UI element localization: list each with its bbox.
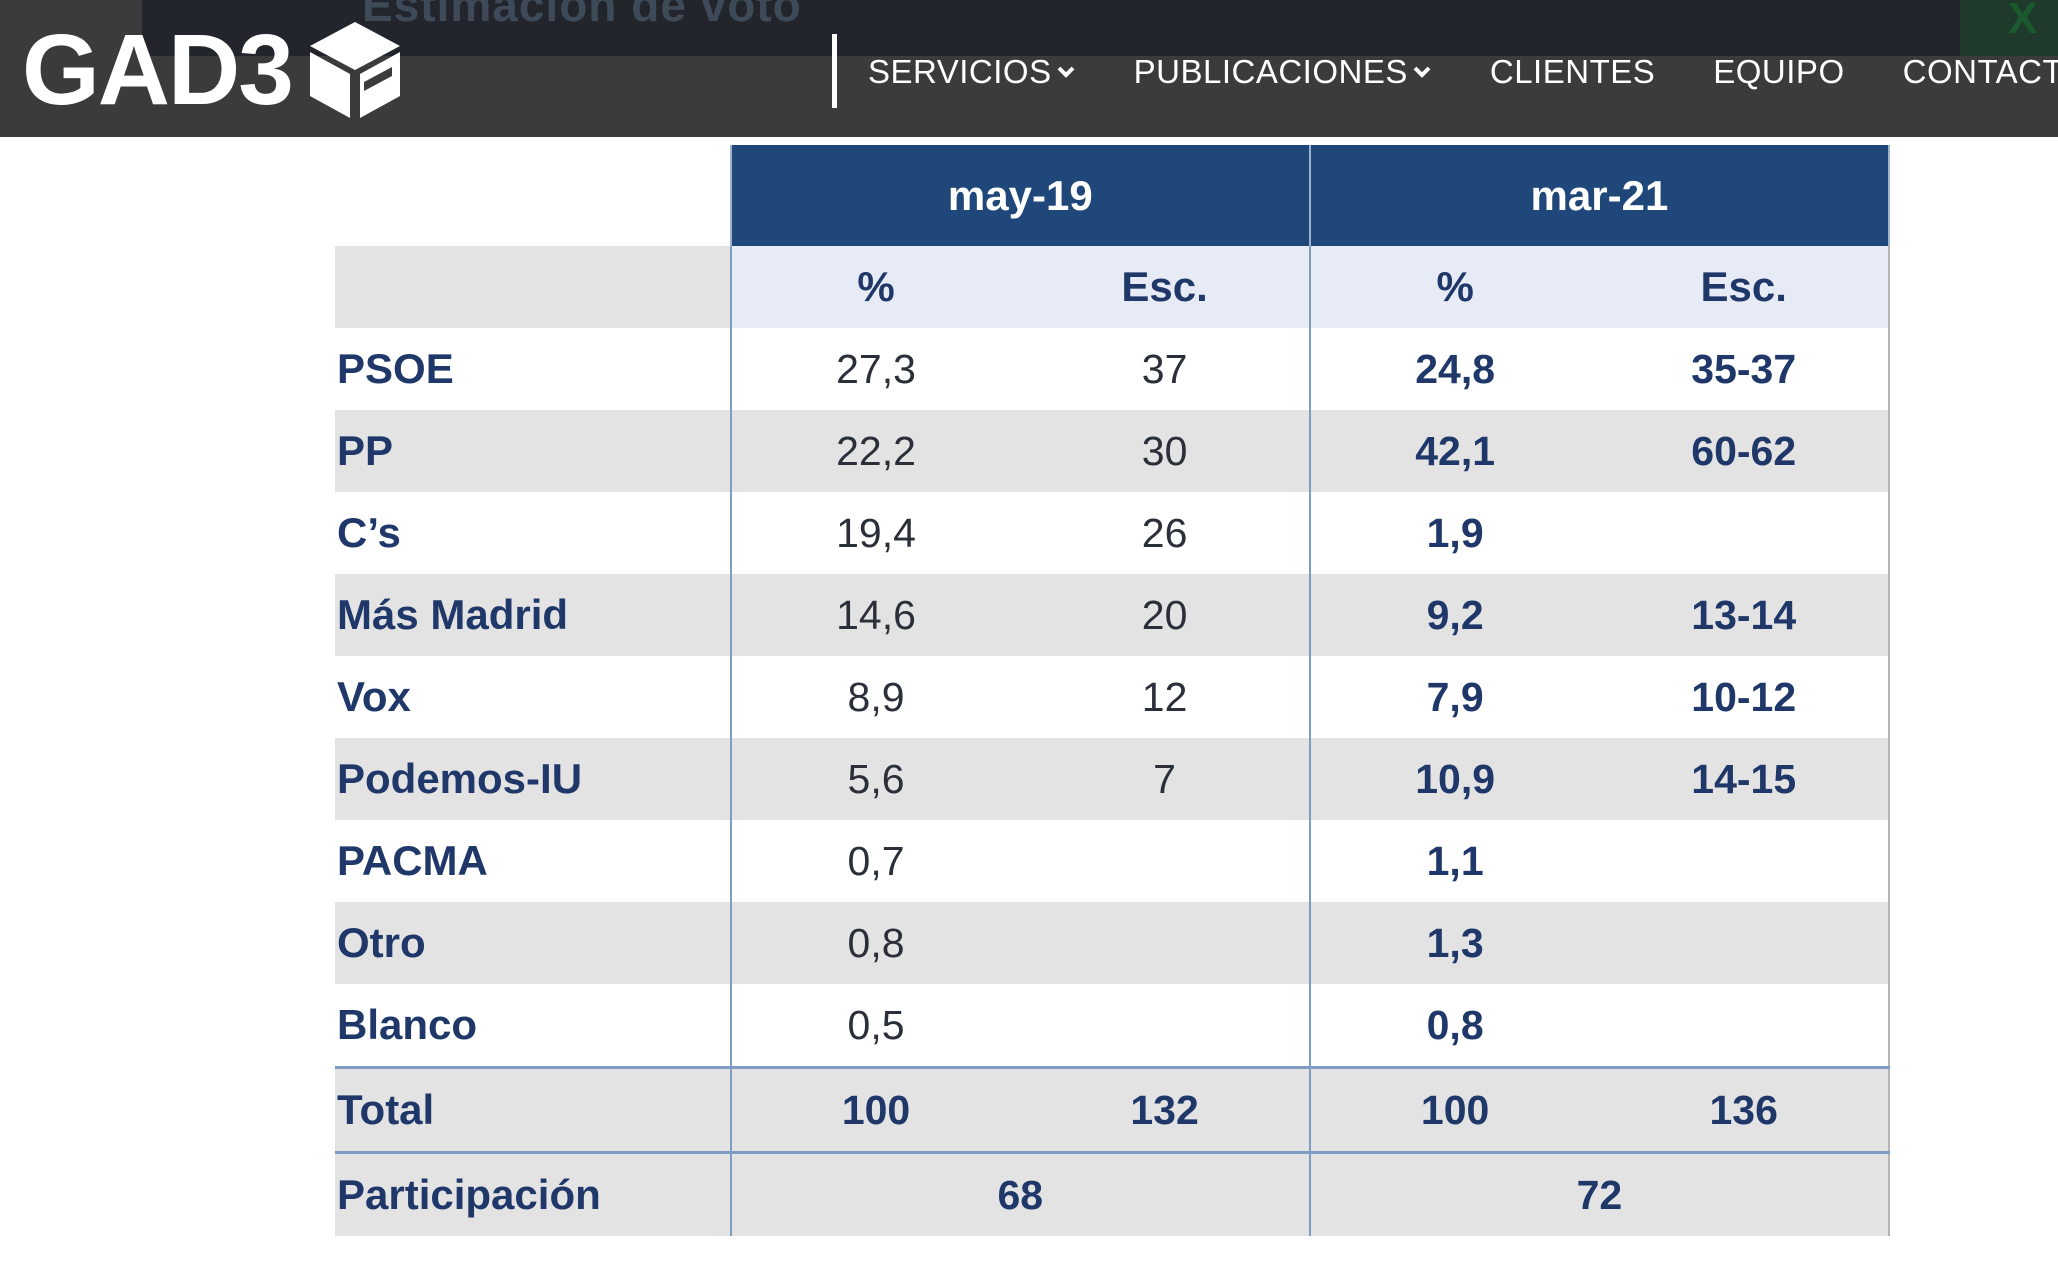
may-seats-cell: 37: [1020, 328, 1310, 410]
may-pct-cell: 0,5: [729, 984, 1021, 1068]
banner-corner-text: X: [2008, 0, 2038, 43]
nav-item-publicaciones[interactable]: PUBLICACIONES: [1134, 53, 1432, 91]
mar-pct-cell: 1,1: [1308, 820, 1600, 902]
table-row: C’s 19,4 26 1,9: [335, 492, 1890, 574]
party-name: Podemos-IU: [335, 738, 731, 820]
nav-item-label: SERVICIOS: [868, 53, 1052, 90]
vote-estimate-table: may-19 mar-21 % Esc. % Esc. PSOE 27,3 37…: [335, 145, 1891, 1236]
participation-row: Participación 68 72: [335, 1151, 1891, 1236]
mar-seats-cell: 14-15: [1599, 738, 1890, 820]
may-pct-cell: 27,3: [729, 328, 1021, 410]
chevron-down-icon: [1413, 66, 1431, 78]
background-banner: Estimación de voto: [142, 0, 1972, 56]
may-seats-cell: [1020, 902, 1310, 984]
may-seats-cell: 12: [1020, 656, 1310, 738]
nav-item-clientes[interactable]: CLIENTES: [1490, 53, 1655, 91]
nav-item-label: EQUIPO: [1713, 53, 1845, 90]
party-name: Vox: [335, 656, 731, 738]
party-name: Más Madrid: [335, 574, 731, 656]
subheader-seats: Esc.: [1020, 246, 1310, 328]
table-row: PSOE 27,3 37 24,8 35-37: [335, 328, 1890, 410]
may-seats-cell: [1020, 820, 1310, 902]
cube-logo-icon: [309, 22, 400, 118]
subheader-pct: %: [729, 246, 1021, 328]
mar-seats-total: 136: [1599, 1066, 1890, 1153]
may-pct-cell: 22,2: [729, 410, 1021, 492]
mar-pct-cell: 7,9: [1308, 656, 1600, 738]
subheader-seats: Esc.: [1599, 246, 1890, 328]
gad3-logo[interactable]: GAD3: [22, 20, 404, 120]
may-seats-total: 132: [1020, 1066, 1310, 1153]
party-name: PACMA: [335, 820, 731, 902]
table-row: Blanco 0,5 0,8: [335, 984, 1890, 1068]
mar-pct-cell: 0,8: [1308, 984, 1600, 1068]
may-pct-cell: 5,6: [729, 738, 1021, 820]
vote-estimate-table-wrapper: may-19 mar-21 % Esc. % Esc. PSOE 27,3 37…: [335, 145, 1891, 1236]
may-seats-cell: [1020, 984, 1310, 1068]
mar-seats-cell: 60-62: [1599, 410, 1890, 492]
participation-label: Participación: [335, 1151, 731, 1236]
mar-seats-cell: [1599, 492, 1890, 574]
mar-seats-cell: [1599, 984, 1890, 1068]
empty-label-cell: [335, 246, 731, 328]
nav-item-equipo[interactable]: EQUIPO: [1713, 53, 1844, 91]
nav-item-label: PUBLICACIONES: [1133, 53, 1408, 90]
may-seats-cell: 26: [1020, 492, 1310, 574]
chevron-down-icon: [1057, 66, 1075, 78]
nav-item-contacto[interactable]: CONTACTO: [1903, 53, 2058, 91]
nav-item-servicios[interactable]: SERVICIOS: [868, 53, 1076, 91]
total-row: Total 100 132 100 136: [335, 1066, 1890, 1153]
banner-corner: X: [1960, 0, 2058, 56]
party-name: Blanco: [335, 984, 731, 1068]
table-row: Podemos-IU 5,6 7 10,9 14-15: [335, 738, 1890, 820]
may-pct-total: 100: [729, 1066, 1021, 1153]
may-participation: 68: [729, 1151, 1310, 1236]
party-name: C’s: [335, 492, 731, 574]
nav-divider: [832, 34, 837, 108]
logo-text: GAD3: [22, 14, 294, 126]
table-row: Más Madrid 14,6 20 9,2 13-14: [335, 574, 1890, 656]
mar-seats-cell: 13-14: [1599, 574, 1890, 656]
table-row: Otro 0,8 1,3: [335, 902, 1890, 984]
period-mar-21: mar-21: [1308, 145, 1891, 246]
may-pct-cell: 14,6: [729, 574, 1021, 656]
mar-seats-cell: [1599, 902, 1890, 984]
subheader-row: % Esc. % Esc.: [335, 246, 1890, 328]
may-seats-cell: 20: [1020, 574, 1310, 656]
empty-corner-cell: [335, 145, 731, 246]
mar-pct-cell: 1,3: [1308, 902, 1600, 984]
nav-item-label: CONTACTO: [1902, 53, 2058, 90]
may-seats-cell: 30: [1020, 410, 1310, 492]
mar-seats-cell: [1599, 820, 1890, 902]
may-seats-cell: 7: [1020, 738, 1310, 820]
nav-item-label: CLIENTES: [1489, 53, 1656, 90]
table-row: Vox 8,9 12 7,9 10-12: [335, 656, 1890, 738]
may-pct-cell: 8,9: [729, 656, 1021, 738]
may-pct-cell: 0,7: [729, 820, 1021, 902]
mar-participation: 72: [1308, 1151, 1891, 1236]
site-header: Estimación de voto X GAD3 SERVICIOS: [0, 0, 2058, 137]
may-pct-cell: 19,4: [729, 492, 1021, 574]
period-header-row: may-19 mar-21: [335, 145, 1891, 246]
table-row: PP 22,2 30 42,1 60-62: [335, 410, 1890, 492]
may-pct-cell: 0,8: [729, 902, 1021, 984]
period-may-19: may-19: [729, 145, 1311, 246]
mar-pct-cell: 42,1: [1308, 410, 1600, 492]
mar-pct-cell: 1,9: [1308, 492, 1600, 574]
mar-seats-cell: 10-12: [1599, 656, 1890, 738]
table-row: PACMA 0,7 1,1: [335, 820, 1890, 902]
mar-pct-cell: 9,2: [1308, 574, 1600, 656]
total-label: Total: [335, 1066, 731, 1153]
mar-seats-cell: 35-37: [1599, 328, 1890, 410]
mar-pct-cell: 10,9: [1308, 738, 1600, 820]
mar-pct-cell: 24,8: [1308, 328, 1600, 410]
subheader-pct: %: [1308, 246, 1600, 328]
mar-pct-total: 100: [1308, 1066, 1600, 1153]
main-nav: SERVICIOS PUBLICACIONES CLIENTES EQUIPO …: [868, 50, 2058, 94]
party-name: Otro: [335, 902, 731, 984]
banner-title: Estimación de voto: [362, 0, 802, 31]
party-name: PP: [335, 410, 731, 492]
party-name: PSOE: [335, 328, 731, 410]
